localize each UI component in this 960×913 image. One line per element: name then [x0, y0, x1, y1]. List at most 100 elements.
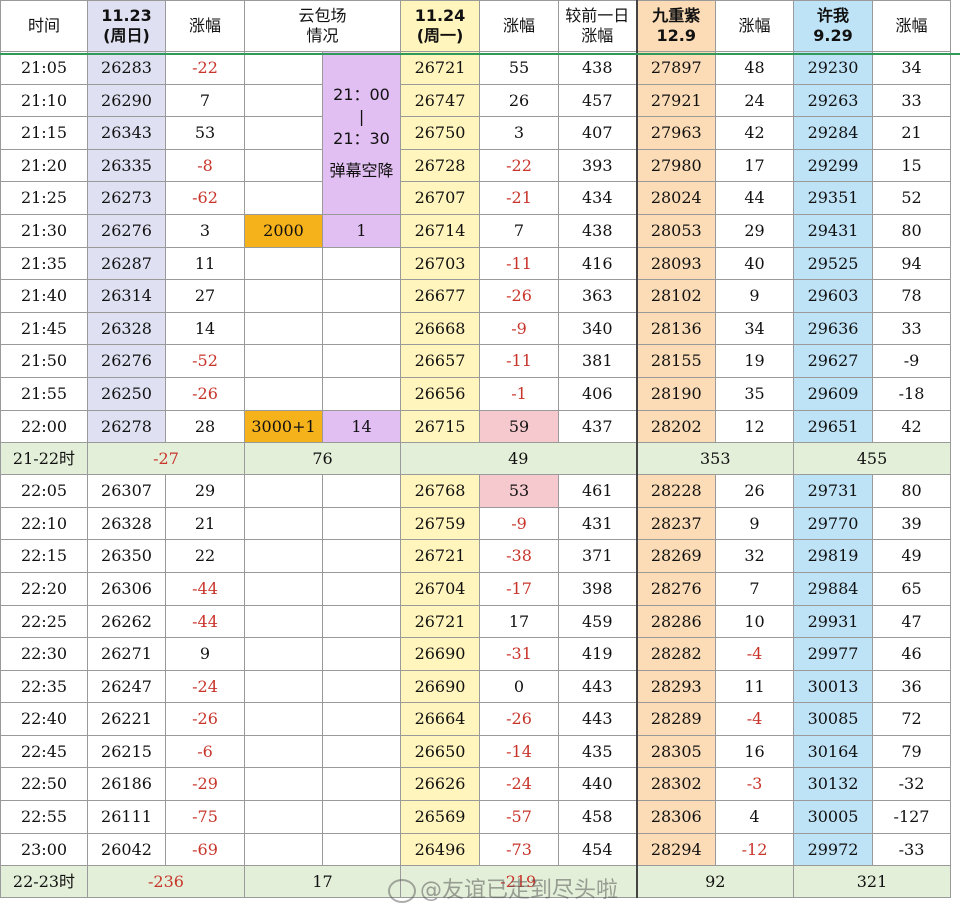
change-xw-cell: -9 [872, 344, 952, 378]
change-1124-cell: -24 [479, 767, 560, 802]
value-1124-cell: 26626 [400, 767, 481, 802]
value-xw-cell: 29603 [793, 279, 874, 313]
table-row: 22:30 26271 9 26690 -31 419 28282 -4 29977 46 [0, 637, 952, 671]
value-xw-cell: 30005 [793, 800, 874, 834]
change-jcz-cell: 40 [715, 246, 795, 281]
prev-day-cell: 437 [558, 409, 638, 444]
prev-day-cell: 454 [558, 832, 638, 867]
cloud-amount-cell [244, 246, 323, 281]
change-1123-cell: -22 [165, 51, 245, 85]
value-xw-cell: 29977 [793, 637, 874, 671]
time-cell: 21:25 [0, 181, 88, 215]
value-1124-cell: 26721 [400, 539, 481, 573]
cloud-count-cell [321, 571, 402, 606]
change-xw-cell: 52 [872, 181, 952, 215]
header-change-jcz: 涨幅 [715, 0, 795, 52]
value-jcz-cell: 27980 [635, 148, 717, 183]
cloud-count-cell [321, 669, 402, 704]
header-cloud: 云包场 情况 [243, 0, 402, 52]
cloud-count-cell [321, 311, 402, 346]
summary-jcz: 353 [635, 442, 795, 476]
value-1123-cell: 26276 [87, 213, 166, 248]
value-jcz-cell: 28202 [635, 409, 717, 444]
value-jcz-cell: 28102 [635, 279, 717, 313]
value-xw-cell: 29263 [793, 83, 874, 118]
change-jcz-cell: 12 [715, 409, 795, 444]
value-jcz-cell: 28294 [635, 832, 717, 867]
prev-day-cell: 340 [558, 311, 638, 346]
change-1123-cell: 28 [165, 409, 245, 444]
table-row: 21:40 26314 27 26677 -26 363 28102 9 29603 78 [0, 279, 952, 313]
change-jcz-cell: -12 [715, 832, 795, 867]
cloud-count-cell [321, 506, 402, 541]
value-jcz-cell: 28286 [635, 604, 717, 639]
change-1123-cell: -24 [165, 669, 245, 704]
change-1123-cell: -8 [165, 148, 245, 183]
prev-day-cell: 363 [558, 279, 638, 313]
header-row: 时间 11.23 (周日) 涨幅 云包场 情况 11.24 (周一) 涨幅 较前一日涨… [0, 0, 952, 52]
change-1124-cell: -14 [479, 734, 560, 769]
change-jcz-cell: 7 [715, 571, 795, 606]
value-1124-cell: 26721 [400, 604, 481, 639]
change-jcz-cell: 35 [715, 376, 795, 411]
value-jcz-cell: 28276 [635, 571, 717, 606]
change-xw-cell: 33 [872, 311, 952, 346]
value-xw-cell: 29627 [793, 344, 874, 378]
change-1124-cell: 59 [479, 409, 560, 444]
change-xw-cell: 39 [872, 506, 952, 541]
prev-day-cell: 443 [558, 702, 638, 736]
value-1124-cell: 26714 [400, 213, 481, 248]
change-1123-cell: 53 [165, 116, 245, 150]
change-jcz-cell: -3 [715, 767, 795, 802]
value-jcz-cell: 28228 [635, 474, 717, 508]
cloud-amount-cell [244, 116, 323, 150]
prev-day-cell: 438 [558, 213, 638, 248]
table-row: 21:05 26283 -22 21：00 | 21：30 弹幕空降 26721 55 438 27… [0, 51, 952, 215]
value-jcz-cell: 28053 [635, 213, 717, 248]
value-1123-cell: 26111 [87, 800, 166, 834]
summary-xw: 455 [793, 442, 952, 476]
table-row: 23:00 26042 -69 26496 -73 454 28294 -12 29972 -33 [0, 832, 952, 867]
time-cell: 22:50 [0, 767, 88, 802]
value-1123-cell: 26273 [87, 181, 166, 215]
prev-day-cell: 458 [558, 800, 638, 834]
change-jcz-cell: 42 [715, 116, 795, 150]
change-1123-cell: -29 [165, 767, 245, 802]
change-xw-cell: -33 [872, 832, 952, 867]
value-1124-cell: 26721 [400, 51, 481, 85]
value-1124-cell: 26728 [400, 148, 481, 183]
cloud-count-cell [321, 800, 402, 834]
value-1123-cell: 26328 [87, 311, 166, 346]
value-1123-cell: 26042 [87, 832, 166, 867]
value-1124-cell: 26677 [400, 279, 481, 313]
table-row: 22:50 26186 -29 26626 -24 440 28302 -3 30132 -32 [0, 767, 952, 802]
summary-xw: 321 [793, 865, 952, 899]
change-xw-cell: 72 [872, 702, 952, 736]
time-cell: 22:40 [0, 702, 88, 736]
change-xw-cell: -32 [872, 767, 952, 802]
change-1124-cell: -38 [479, 539, 560, 573]
header-time: 时间 [0, 0, 88, 52]
value-1124-cell: 26496 [400, 832, 481, 867]
value-xw-cell: 29884 [793, 571, 874, 606]
prev-day-cell: 398 [558, 571, 638, 606]
change-xw-cell: 15 [872, 148, 952, 183]
value-jcz-cell: 27897 [635, 51, 717, 85]
change-1124-cell: -11 [479, 344, 560, 378]
change-jcz-cell: 48 [715, 51, 795, 85]
summary-row: 22-23时 -236 17 -219 92 321 [0, 865, 952, 899]
value-xw-cell: 29230 [793, 51, 874, 85]
header-xw: 许我 9.29 [793, 0, 874, 52]
time-cell: 22:45 [0, 734, 88, 769]
time-cell: 21:45 [0, 311, 88, 346]
change-xw-cell: 42 [872, 409, 952, 444]
cloud-amount-cell [244, 83, 323, 118]
value-xw-cell: 30013 [793, 669, 874, 704]
value-jcz-cell: 28289 [635, 702, 717, 736]
table-row: 22:00 26278 28 3000+1 14 26715 59 437 28202 12 296… [0, 409, 952, 444]
prev-day-cell: 371 [558, 539, 638, 573]
prev-day-cell: 393 [558, 148, 638, 183]
change-xw-cell: 34 [872, 51, 952, 85]
summary-cloud: 17 [243, 865, 402, 899]
prev-day-cell: 419 [558, 637, 638, 671]
